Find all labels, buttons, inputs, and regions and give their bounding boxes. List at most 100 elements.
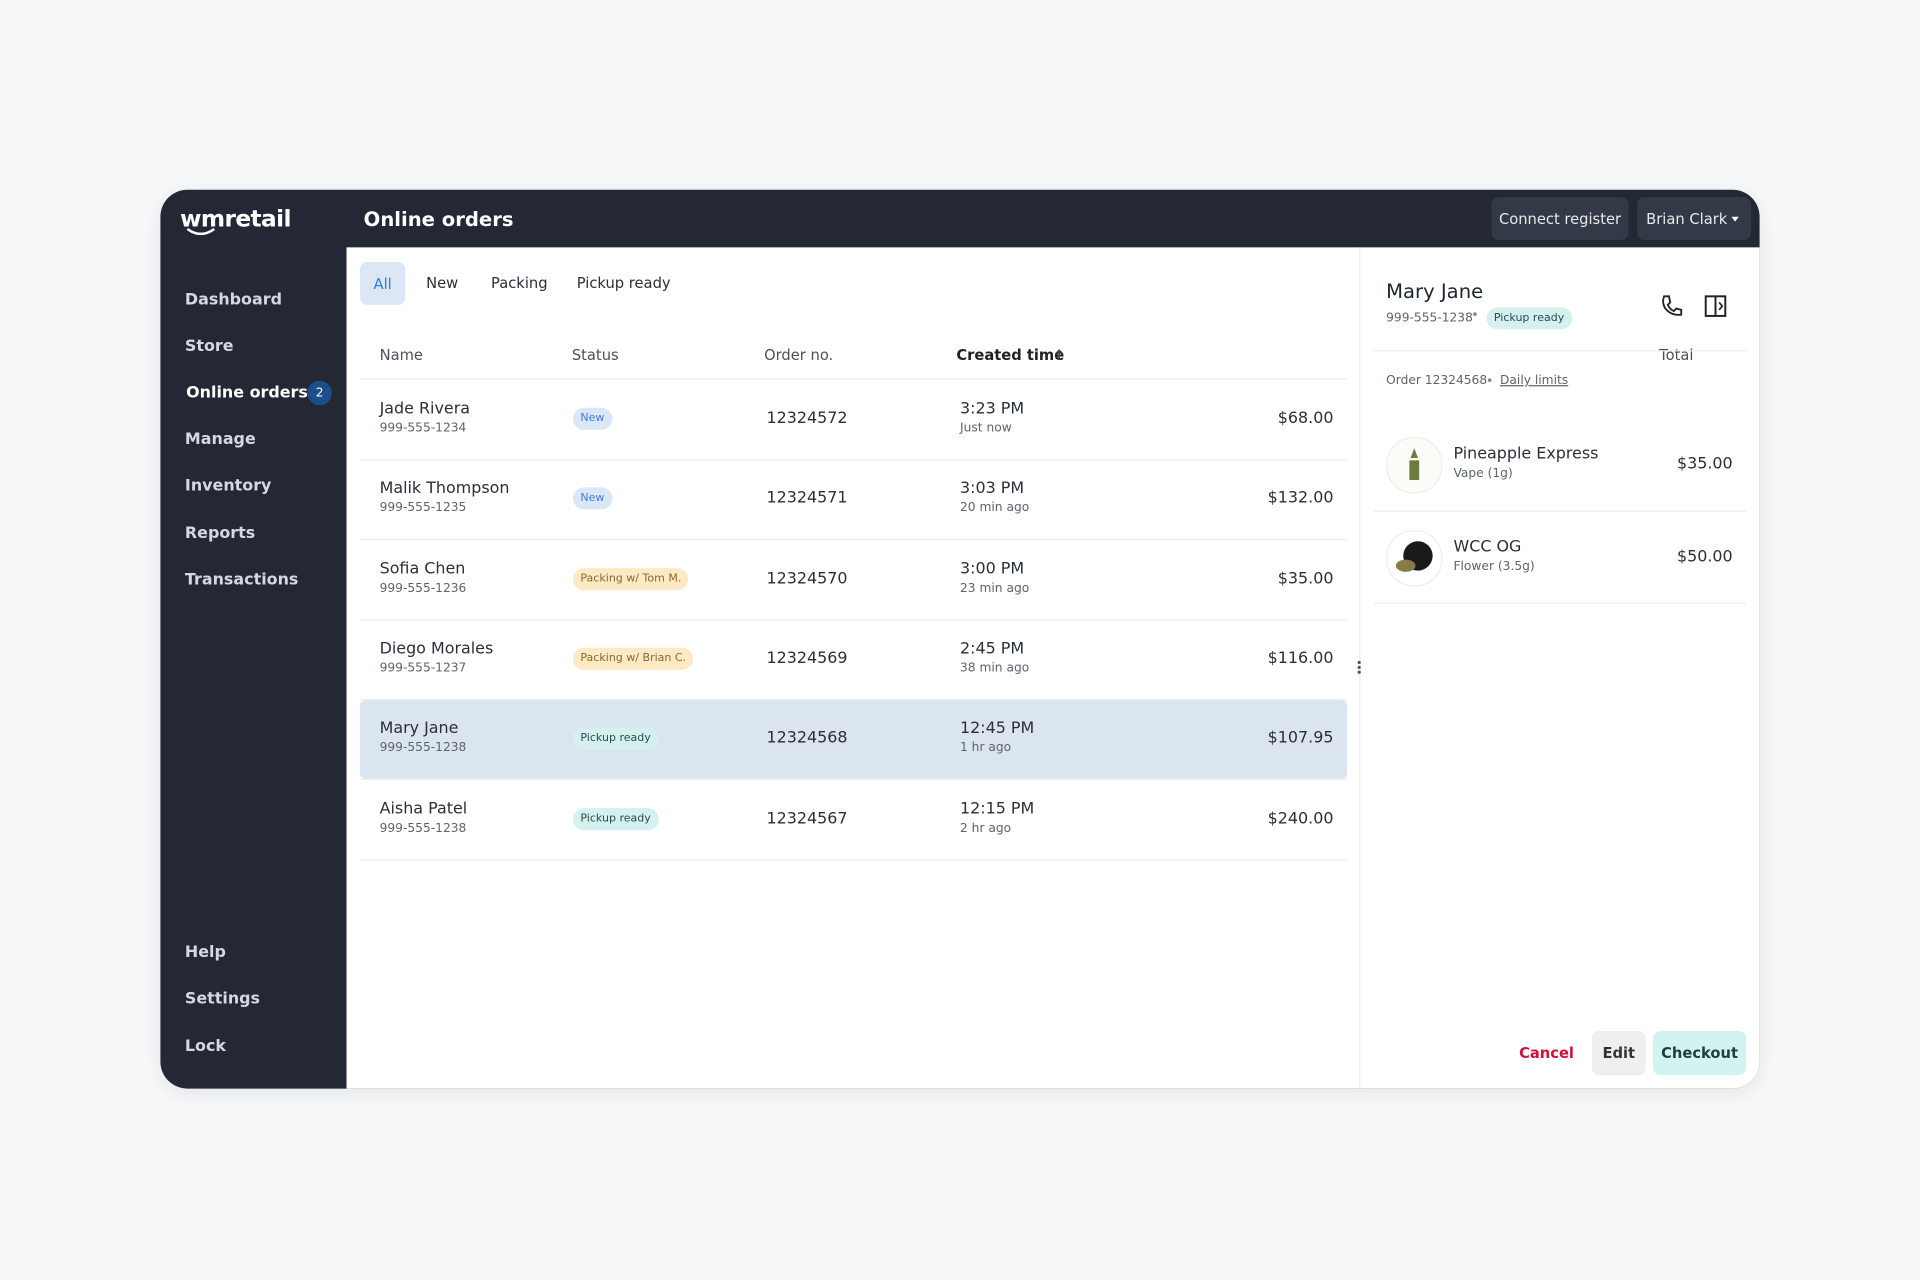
- status-badge: New: [573, 487, 612, 510]
- column-header-sorted[interactable]: Created time: [956, 346, 1065, 364]
- item-price: $35.00: [1676, 454, 1733, 474]
- tab-active[interactable]: All: [360, 262, 406, 305]
- customer-name: Mary Jane: [379, 719, 459, 738]
- tab[interactable]: Pickup ready: [576, 274, 671, 292]
- checkout-button[interactable]: Checkout: [1653, 1031, 1747, 1076]
- order-total: $240.00: [1267, 809, 1334, 828]
- time-ago: 38 min ago: [960, 661, 1030, 676]
- order-total: $68.00: [1277, 409, 1334, 428]
- nav-item[interactable]: Transactions: [184, 571, 299, 590]
- nav-item[interactable]: Settings: [184, 990, 261, 1009]
- order-number: 12324570: [766, 569, 848, 588]
- nav-item[interactable]: Reports: [184, 524, 256, 544]
- customer-phone: 999-555-1234: [379, 421, 467, 436]
- resize-handle[interactable]: [1356, 659, 1363, 679]
- item-name: Pineapple Express: [1453, 445, 1599, 464]
- customer-phone: 999-555-1235: [379, 501, 467, 516]
- created-time: 12:15 PM: [960, 799, 1035, 818]
- created-time: 12:45 PM: [960, 719, 1035, 738]
- order-total: $116.00: [1267, 649, 1334, 668]
- customer-phone: 999-555-1236: [379, 581, 467, 596]
- panel-icon[interactable]: [1703, 294, 1727, 318]
- time-ago: 1 hr ago: [960, 741, 1012, 756]
- time-ago: 20 min ago: [960, 501, 1030, 516]
- nav-item[interactable]: Store: [184, 337, 234, 356]
- user-name: Brian Clark: [1646, 210, 1728, 228]
- order-number: Order 12324568: [1386, 374, 1488, 388]
- order-number: 12324571: [766, 489, 848, 508]
- row-divider: [360, 858, 1347, 861]
- page-title: Online orders: [363, 207, 514, 231]
- dot: [1487, 378, 1492, 383]
- item-variant: Vape (1g): [1453, 467, 1513, 481]
- time-ago: 2 hr ago: [960, 821, 1012, 836]
- status-badge: Pickup ready: [573, 727, 659, 750]
- customer-phone: 999-555-1237: [379, 661, 467, 676]
- order-number: 12324567: [766, 809, 848, 828]
- order-number: 12324572: [766, 409, 848, 428]
- row-divider: [360, 539, 1347, 541]
- customer-name: Mary Jane: [1386, 279, 1484, 304]
- nav-item[interactable]: Inventory: [184, 476, 272, 496]
- status-badge: Pickup ready: [573, 807, 659, 830]
- logo: wmretail: [180, 205, 291, 233]
- created-time: 3:03 PM: [960, 479, 1025, 499]
- app-window: wmretail Online orders Connect register …: [160, 189, 1760, 1089]
- caret: [1730, 216, 1739, 222]
- column-header[interactable]: Name: [379, 346, 423, 364]
- daily-limits-link[interactable]: Daily limits: [1500, 374, 1569, 388]
- selected-row[interactable]: [360, 700, 1347, 780]
- row-divider: [360, 779, 1347, 781]
- row-divider: [360, 699, 1347, 701]
- header-divider: [360, 378, 1347, 380]
- column-header[interactable]: Order no.: [764, 346, 834, 364]
- customer-name: Diego Morales: [379, 639, 494, 659]
- customer-phone: 999-555-1238: [379, 821, 467, 836]
- main-panel: All New Packing Pickup ready Name Status…: [346, 247, 1760, 1089]
- item-name: WCC OG: [1453, 538, 1522, 557]
- dot: [1473, 312, 1477, 316]
- nav-item[interactable]: Dashboard: [184, 290, 282, 310]
- divider: [1373, 510, 1747, 512]
- divider: [1373, 602, 1747, 604]
- edit-button[interactable]: Edit: [1591, 1031, 1646, 1076]
- phone-icon[interactable]: [1659, 294, 1683, 318]
- customer-name: Sofia Chen: [379, 559, 466, 579]
- order-total: $107.95: [1267, 729, 1334, 748]
- row-divider: [360, 459, 1347, 461]
- created-time: 3:23 PM: [960, 399, 1025, 419]
- status-badge: New: [573, 407, 612, 430]
- product-image: [1386, 437, 1443, 494]
- cancel-button[interactable]: Cancel: [1519, 1044, 1574, 1062]
- customer-name: Jade Rivera: [379, 399, 471, 419]
- customer-phone: 999-555-1238: [1386, 311, 1473, 326]
- nav-item[interactable]: Lock: [184, 1037, 227, 1057]
- order-number: 12324569: [766, 649, 848, 668]
- tab[interactable]: Packing: [491, 274, 548, 292]
- divider: [1373, 350, 1747, 352]
- row-divider: [360, 619, 1347, 621]
- user-menu[interactable]: Brian Clark: [1637, 197, 1752, 241]
- time-ago: 23 min ago: [960, 581, 1030, 596]
- nav-item[interactable]: Help: [184, 943, 226, 962]
- status-badge: Pickup ready: [1486, 307, 1572, 330]
- connect-register[interactable]: Connect register: [1491, 197, 1629, 241]
- time-ago: Just now: [960, 421, 1012, 436]
- nav-item[interactable]: Manage: [184, 430, 256, 449]
- status-badge: Packing w/ Brian C.: [573, 647, 694, 670]
- tab[interactable]: New: [426, 274, 459, 292]
- column-header[interactable]: Total: [1659, 346, 1694, 364]
- nav-item[interactable]: Online orders: [186, 383, 308, 403]
- product-image: [1386, 530, 1443, 587]
- order-total: $132.00: [1267, 489, 1334, 508]
- status-badge: Packing w/ Tom M.: [573, 567, 689, 590]
- item-price: $50.00: [1676, 547, 1733, 567]
- customer-phone: 999-555-1238: [379, 741, 467, 756]
- nav-badge: 2: [307, 380, 332, 406]
- created-time: 2:45 PM: [960, 639, 1025, 659]
- created-time: 3:00 PM: [960, 559, 1025, 579]
- column-header[interactable]: Status: [571, 346, 619, 364]
- order-total: $35.00: [1277, 569, 1334, 588]
- logo-smile: [186, 227, 216, 236]
